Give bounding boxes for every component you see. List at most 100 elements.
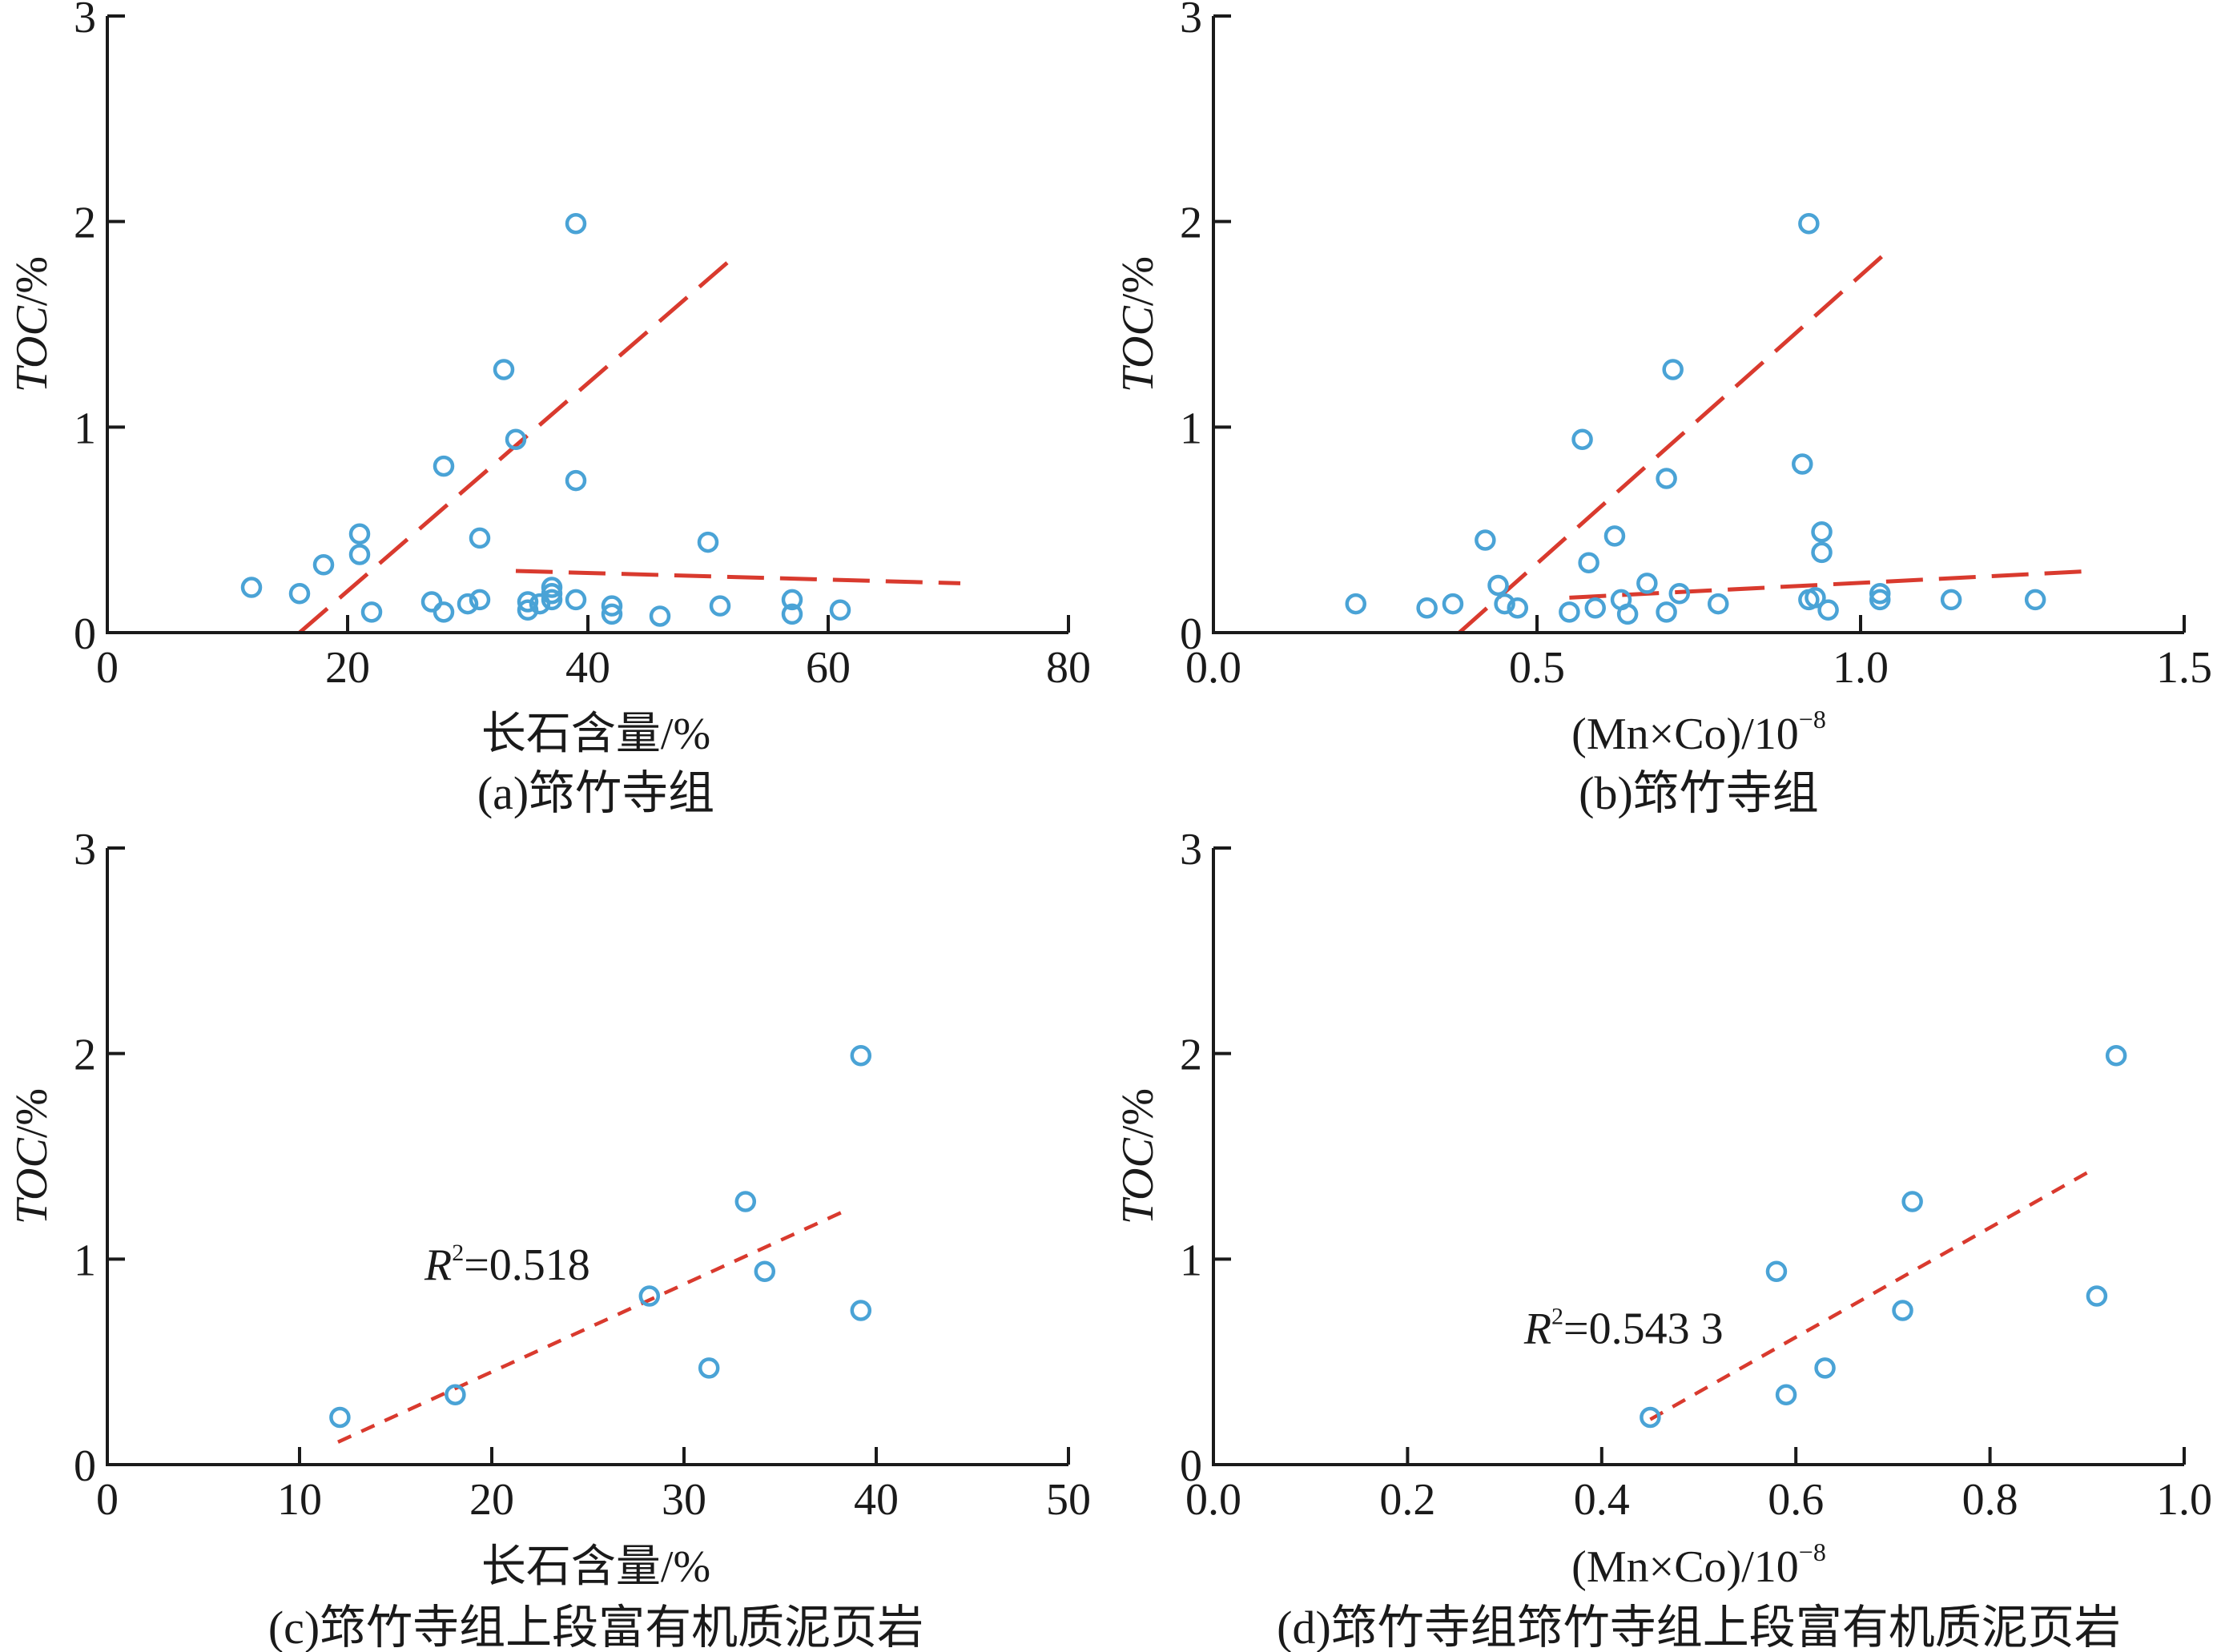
- panel-b-data-point: [1869, 582, 1891, 605]
- panel-d-x-tick-label: 0.4: [1574, 1475, 1630, 1525]
- panel-c-data-point: [445, 1384, 466, 1405]
- panel-d-data-point: [1765, 1260, 1788, 1282]
- panel-c-y-tick-label: 0: [74, 1441, 96, 1491]
- panel-b-caption: (b)筇竹寺组: [1579, 767, 1819, 819]
- panel-a-data-point: [541, 577, 563, 598]
- panel-b-y-tick-label: 1: [1180, 404, 1202, 453]
- panel-b-data-point: [1792, 453, 1813, 475]
- panel-d-r-squared-annotation: R2=0.543 3: [1523, 1304, 1724, 1354]
- panel-d-data-point: [1775, 1384, 1797, 1405]
- panel-a-data-point: [601, 595, 623, 617]
- panel-c-data-point: [638, 1285, 661, 1307]
- panel-b-y-tick-label: 0: [1180, 609, 1202, 659]
- panel-a-data-point: [469, 589, 491, 611]
- panel-b-data-point: [1494, 593, 1515, 615]
- panel-b-x-tick-label: 1.0: [1833, 643, 1889, 693]
- panel-c-x-tick-label: 0: [96, 1475, 119, 1525]
- panel-a-data-point: [565, 469, 587, 492]
- panel-b-data-point: [1817, 599, 1839, 621]
- panel-b-data-point: [1636, 573, 1658, 594]
- panel-b-data-point: [1940, 589, 1962, 611]
- panel-a-points: [240, 212, 851, 627]
- panel-a-data-point: [517, 599, 539, 621]
- panel-d-caption: (d)筇竹寺组筇竹寺组上段富有机质泥页岩: [1277, 1602, 2121, 1652]
- panel-a-data-point: [420, 591, 443, 613]
- panel-a-x-tick-label: 60: [806, 643, 851, 693]
- panel-b-y-tick-label: 2: [1180, 199, 1202, 248]
- panel-a-trendline: [515, 569, 961, 585]
- panel-a-data-point: [529, 593, 551, 615]
- panel-d-x-tick-label: 0.0: [1185, 1475, 1241, 1525]
- panel-b-data-point: [1416, 597, 1438, 619]
- panel-d-y-axis-label: TOC/%: [1113, 1088, 1163, 1224]
- panel-a-y-axis-label: TOC/%: [7, 256, 57, 392]
- panel-b-trendline: [1458, 251, 1888, 634]
- panel-b-data-point: [1798, 212, 1820, 235]
- panel-c-y-tick-label: 3: [74, 825, 96, 874]
- panel-a-ticks: 0 20 40 60 80 0 1 2 3: [74, 0, 1091, 693]
- panel-b-data-point: [1487, 574, 1509, 597]
- panel-a-data-point: [829, 599, 851, 621]
- panel-c-x-tick-label: 10: [277, 1475, 322, 1525]
- panel-d-y-tick-label: 2: [1180, 1031, 1202, 1080]
- panel-c-data-point: [734, 1191, 757, 1212]
- panel-c-ticks: 0 10 20 30 40 50 0 1 2 3: [74, 825, 1091, 1525]
- panel-a-data-point: [433, 455, 455, 477]
- panel-a-data-point: [649, 605, 671, 627]
- panel-a-x-tick-label: 0: [96, 643, 119, 693]
- panel-b-x-tick-label: 0.5: [1509, 643, 1565, 693]
- panel-b-data-point: [1603, 525, 1626, 547]
- panel-b-y-tick-label: 3: [1180, 0, 1202, 42]
- panel-d-data-point: [1892, 1300, 1913, 1321]
- panel-a-axes: [106, 16, 1068, 634]
- panel-a-data-point: [601, 603, 623, 625]
- panel-b-points: [1345, 212, 2046, 625]
- panel-b-data-point: [1507, 597, 1529, 619]
- panel-b-trendline: [1569, 569, 2094, 600]
- panel-b-data-point: [1869, 589, 1891, 611]
- panel-c-trendline: [337, 1208, 848, 1444]
- panel-c-points: [329, 1044, 872, 1429]
- panel-d-x-tick-label: 1.0: [2156, 1475, 2212, 1525]
- panel-a-x-tick-label: 40: [565, 643, 610, 693]
- panel-c-y-axis-label: TOC/%: [7, 1088, 57, 1224]
- panel-b-axes: [1212, 16, 2184, 634]
- panel-a-y-tick-label: 1: [74, 404, 96, 453]
- panel-c-data-point: [754, 1260, 776, 1282]
- panel-a-y-tick-label: 3: [74, 0, 96, 42]
- panel-c-trendlines: [337, 1208, 848, 1444]
- panel-b-data-point: [1584, 597, 1606, 619]
- panel-d-data-point: [1814, 1357, 1836, 1379]
- panel-a-x-tick-label: 80: [1046, 643, 1091, 693]
- panel-d: 0.0 0.2 0.4 0.6 0.8 1.0 0 1 2 3 TOC/% (Mn×Co)/10−…: [1113, 825, 2212, 1652]
- panel-d-x-tick-label: 0.8: [1962, 1475, 2018, 1525]
- panel-d-x-tick-label: 0.6: [1768, 1475, 1824, 1525]
- panel-b-data-point: [1559, 601, 1580, 623]
- panel-a-data-point: [360, 601, 383, 623]
- panel-c-caption: (c)筇竹寺组上段富有机质泥页岩: [268, 1602, 923, 1652]
- panel-d-x-tick-label: 0.2: [1379, 1475, 1435, 1525]
- panel-d-data-point: [2105, 1044, 2127, 1067]
- panel-c-y-tick-label: 2: [74, 1031, 96, 1080]
- panel-c-x-tick-label: 20: [469, 1475, 514, 1525]
- panel-a-data-point: [469, 527, 491, 549]
- panel-b-data-point: [1707, 593, 1729, 615]
- panel-b-data-point: [1571, 428, 1593, 450]
- panel-a-data-point: [348, 523, 371, 545]
- panel-b-data-point: [1656, 468, 1677, 489]
- panel-b-data-point: [1656, 601, 1677, 623]
- panel-d-data-point: [1901, 1191, 1923, 1212]
- panel-b-data-point: [1578, 552, 1599, 573]
- panel-a-data-point: [517, 591, 539, 613]
- panel-a-data-point: [781, 603, 803, 625]
- panel-d-data-point: [2086, 1285, 2108, 1307]
- panel-a-data-point: [240, 577, 263, 598]
- panel-a-y-tick-label: 0: [74, 609, 96, 659]
- panel-c-x-axis-label: 长石含量/%: [481, 1542, 710, 1592]
- panel-c-data-point: [850, 1300, 872, 1321]
- panel-b-data-point: [1811, 521, 1833, 543]
- panel-c-x-tick-label: 40: [854, 1475, 899, 1525]
- panel-a-trendlines: [298, 256, 961, 634]
- panel-b-data-point: [1442, 593, 1464, 615]
